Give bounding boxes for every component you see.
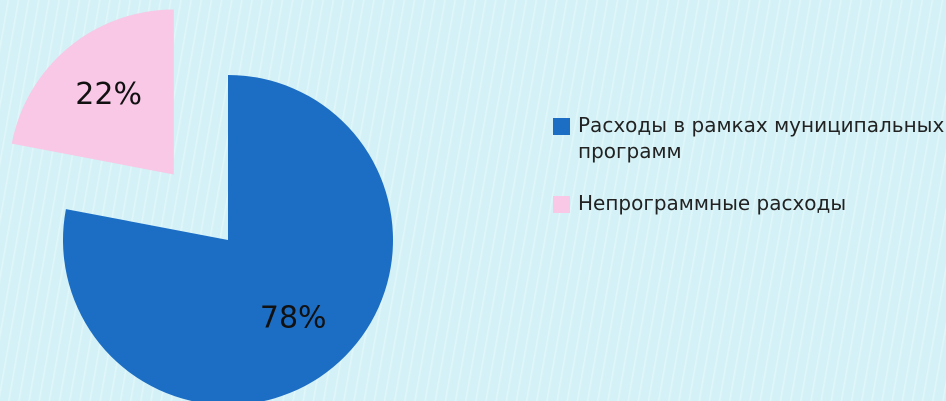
legend-label: Расходы в рамках муниципальных программ <box>578 113 945 163</box>
pie-slice <box>63 75 393 401</box>
legend-swatch <box>553 196 570 213</box>
legend-swatch <box>553 118 570 135</box>
legend-item: Расходы в рамках муниципальных программ <box>553 112 946 164</box>
legend-label: Непрограммные расходы <box>578 191 847 215</box>
data-label: 22% <box>75 77 142 112</box>
pie-slice <box>11 9 174 175</box>
legend-item: Непрограммные расходы <box>553 190 946 216</box>
data-label: 78% <box>260 300 327 335</box>
legend: Расходы в рамках муниципальных программ Н… <box>553 112 946 242</box>
